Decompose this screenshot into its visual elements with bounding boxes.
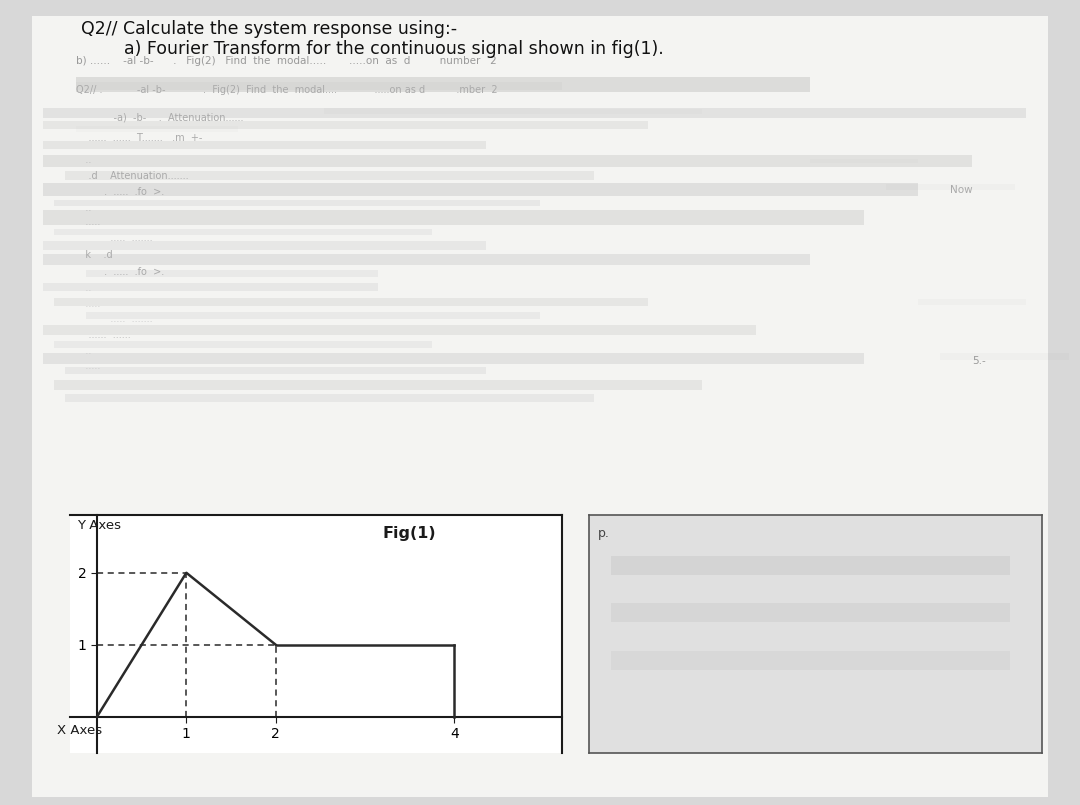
Text: Q2// Calculate the system response using:-: Q2// Calculate the system response using… (81, 20, 457, 38)
Bar (76, 126, 238, 132)
Text: k    .d: k .d (76, 250, 112, 259)
Bar (886, 184, 1015, 190)
Text: .  .....  .fo  >.: . ..... .fo >. (76, 267, 164, 277)
Bar (43, 108, 1026, 118)
Bar (54, 229, 432, 235)
Text: ..: .. (76, 203, 91, 213)
Text: .d    Attenuation.......: .d Attenuation....... (76, 171, 188, 180)
Bar (54, 341, 432, 348)
Bar (918, 299, 1026, 305)
Bar (43, 353, 864, 364)
Bar (611, 555, 1011, 575)
Text: Q2// .           -al -b-            .  Fig(2)  Find  the  modal....            .: Q2// . -al -b- . Fig(2) Find the modal..… (76, 85, 497, 94)
Text: .....: ..... (76, 299, 100, 309)
Text: .....: ..... (76, 217, 100, 227)
Bar (65, 171, 594, 180)
Bar (611, 603, 1011, 622)
Bar (43, 121, 648, 129)
Text: -a)  -b-    .  Attenuation......: -a) -b- . Attenuation...... (76, 113, 243, 122)
Text: .....: ..... (76, 361, 100, 370)
Bar (43, 210, 864, 225)
Text: ..: .. (76, 346, 91, 356)
Bar (43, 283, 378, 291)
Text: b) ......    -al -b-      .   Fig(2)   Find  the  modal.....       .....on  as  : b) ...... -al -b- . Fig(2) Find the moda… (76, 56, 497, 66)
Text: .  .....  .fo  >.: . ..... .fo >. (76, 187, 164, 196)
Text: ..: .. (76, 283, 91, 293)
Text: ..: .. (76, 155, 91, 164)
Text: ......  ......  T.......   .m  +-: ...... ...... T....... .m +- (76, 133, 202, 142)
Text: Now: Now (950, 185, 973, 195)
Bar (43, 155, 972, 167)
Bar (86, 270, 378, 277)
Bar (43, 183, 918, 196)
Bar (54, 380, 702, 390)
Bar (43, 325, 756, 335)
Bar (76, 77, 810, 92)
Text: ......  ......: ...... ...... (76, 330, 131, 340)
Bar (86, 312, 540, 319)
Bar (611, 650, 1011, 670)
Text: a) Fourier Transform for the continuous signal shown in fig(1).: a) Fourier Transform for the continuous … (124, 40, 664, 58)
Bar (540, 109, 702, 114)
Text: Y Axes: Y Axes (78, 518, 121, 532)
Bar (43, 242, 486, 250)
Bar (65, 394, 594, 402)
Bar (324, 108, 540, 114)
Bar (65, 367, 486, 374)
Text: .....  .......: ..... ....... (76, 314, 152, 324)
Text: .....  .......: ..... ....... (76, 233, 152, 243)
Bar (940, 353, 1069, 360)
Bar (810, 159, 918, 163)
Text: Fig(1): Fig(1) (383, 526, 436, 541)
Bar (43, 254, 810, 265)
Bar (76, 82, 562, 90)
Bar (54, 200, 540, 206)
Text: p.: p. (597, 527, 609, 540)
Text: 5.-: 5.- (972, 356, 986, 365)
Bar (54, 298, 648, 306)
Bar (43, 141, 486, 149)
Text: X Axes: X Axes (57, 724, 102, 737)
